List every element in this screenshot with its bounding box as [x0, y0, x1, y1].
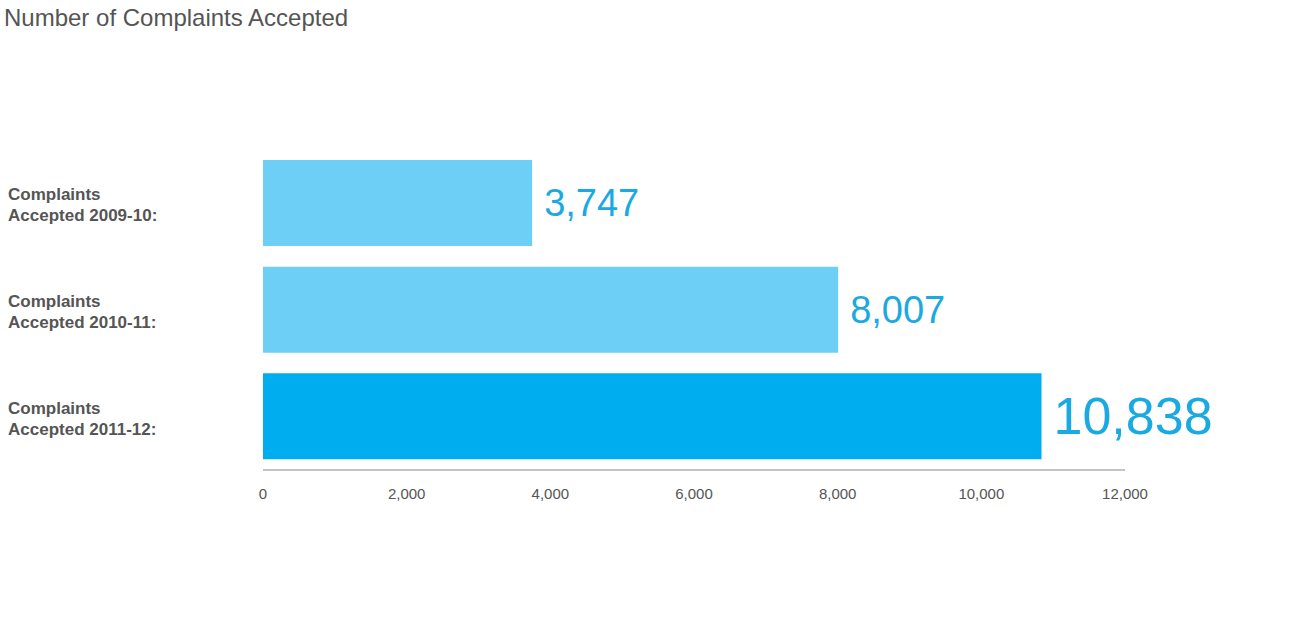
- svg-text:ComplaintsAccepted 2011-12:: ComplaintsAccepted 2011-12:: [8, 399, 156, 439]
- svg-text:10,000: 10,000: [958, 485, 1004, 502]
- svg-text:ComplaintsAccepted 2010-11:: ComplaintsAccepted 2010-11:: [8, 292, 156, 332]
- svg-text:10,838: 10,838: [1054, 387, 1213, 445]
- svg-text:3,747: 3,747: [544, 182, 639, 224]
- html-text:Number of Complaints Accepted: Number of Complaints Accepted: [4, 4, 349, 31]
- svg-text:8,007: 8,007: [850, 289, 945, 331]
- svg-text:2,000: 2,000: [388, 485, 426, 502]
- svg-text:ComplaintsAccepted 2009-10:: ComplaintsAccepted 2009-10:: [8, 185, 157, 225]
- svg-text:6,000: 6,000: [675, 485, 713, 502]
- svg-text:4,000: 4,000: [532, 485, 570, 502]
- svg-text:0: 0: [259, 485, 267, 502]
- svg-text:12,000: 12,000: [1102, 485, 1148, 502]
- svg-text:8,000: 8,000: [819, 485, 857, 502]
